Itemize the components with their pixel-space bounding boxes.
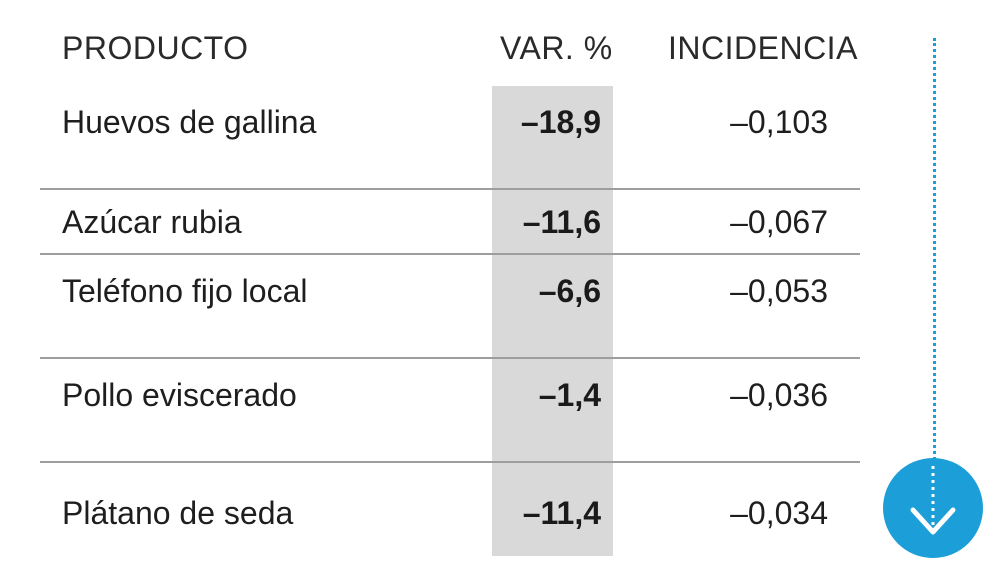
header-variation: VAR. % (500, 30, 613, 66)
variation-cell: –18,9 (520, 104, 601, 140)
incidence-cell: –0,034 (730, 495, 828, 531)
header-incidence: INCIDENCIA (668, 30, 858, 66)
chevron-down-icon (910, 466, 956, 535)
header-product: PRODUCTO (62, 30, 249, 66)
scroll-down-button[interactable] (883, 458, 983, 558)
variation-cell: –1,4 (538, 377, 601, 413)
variation-cell: –11,4 (522, 495, 601, 531)
scroll-guide-line (933, 38, 936, 478)
incidence-cell: –0,036 (730, 377, 828, 413)
table-row: Teléfono fijo local –6,6 –0,053 (40, 255, 860, 359)
product-cell: Pollo eviscerado (62, 377, 297, 413)
variation-cell: –11,6 (522, 204, 601, 240)
product-cell: Azúcar rubia (62, 204, 242, 240)
product-cell: Huevos de gallina (62, 104, 317, 140)
incidence-cell: –0,103 (730, 104, 828, 140)
incidence-cell: –0,067 (730, 204, 828, 240)
table-row: Azúcar rubia –11,6 –0,067 (40, 190, 860, 255)
variation-cell: –6,6 (538, 273, 601, 309)
table-row: Plátano de seda –11,4 –0,034 (40, 463, 860, 559)
incidence-cell: –0,053 (730, 273, 828, 309)
table-row: Huevos de gallina –18,9 –0,103 (40, 86, 860, 190)
variation-column-highlight (492, 86, 613, 556)
table-row: Pollo eviscerado –1,4 –0,036 (40, 359, 860, 463)
product-cell: Plátano de seda (62, 495, 294, 531)
table-body: Huevos de gallina –18,9 –0,103 Azúcar ru… (40, 86, 860, 559)
product-cell: Teléfono fijo local (62, 273, 308, 309)
